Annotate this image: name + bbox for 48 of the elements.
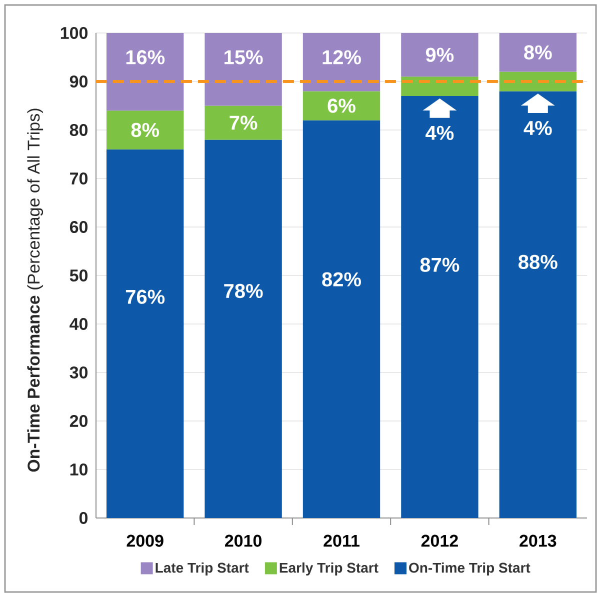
bar xyxy=(204,32,282,106)
data-label: 16% xyxy=(126,50,165,64)
data-label: 78% xyxy=(224,284,263,298)
y-tick-label: 90 xyxy=(70,75,88,88)
data-label: 6% xyxy=(328,98,356,113)
x-tick-label: 2010 xyxy=(224,534,262,547)
data-label: 88% xyxy=(518,254,558,270)
data-label: 9% xyxy=(426,48,454,62)
x-tick-label: 2009 xyxy=(126,534,164,547)
y-tick-label: 20 xyxy=(70,414,88,428)
bar xyxy=(499,91,576,518)
data-label: 8% xyxy=(524,45,552,60)
y-tick-label: 60 xyxy=(70,220,88,234)
data-label: 4% xyxy=(524,121,552,136)
bar xyxy=(302,32,380,92)
data-label: 12% xyxy=(322,50,361,64)
y-tick-label: 10 xyxy=(70,463,88,476)
bar xyxy=(106,110,184,150)
data-label: 76% xyxy=(126,290,165,304)
legend-label: Late Trip Start xyxy=(156,562,249,576)
x-tick-label: 2011 xyxy=(324,534,360,547)
y-tick-label: 0 xyxy=(79,512,88,524)
bar xyxy=(204,106,282,140)
data-label: 15% xyxy=(224,50,263,64)
y-axis-title: On-Time Performance (Percentage of All Trips) xyxy=(27,108,44,472)
bar xyxy=(401,32,478,77)
data-label: 8% xyxy=(131,122,160,138)
bar xyxy=(106,149,184,518)
legend-label: Early Trip Start xyxy=(280,562,378,576)
y-tick-label: 70 xyxy=(70,172,88,185)
y-tick-label: 30 xyxy=(70,366,88,379)
x-tick-label: 2012 xyxy=(421,534,458,547)
bar xyxy=(106,32,184,111)
data-label: 87% xyxy=(420,258,460,272)
bar xyxy=(499,32,576,72)
y-tick-label: 40 xyxy=(70,318,88,330)
data-label: 82% xyxy=(322,272,361,286)
data-label: 4% xyxy=(426,126,454,140)
bar xyxy=(302,91,380,120)
x-tick-label: 2013 xyxy=(520,534,556,547)
bar xyxy=(204,140,282,518)
y-tick-label: 80 xyxy=(70,124,88,136)
legend-label: On-Time Trip Start xyxy=(409,562,530,576)
bar xyxy=(401,96,478,518)
y-tick-label: 50 xyxy=(70,269,88,282)
data-label: 7% xyxy=(230,116,258,130)
bar xyxy=(302,120,380,518)
y-tick-label: 100 xyxy=(60,26,88,40)
